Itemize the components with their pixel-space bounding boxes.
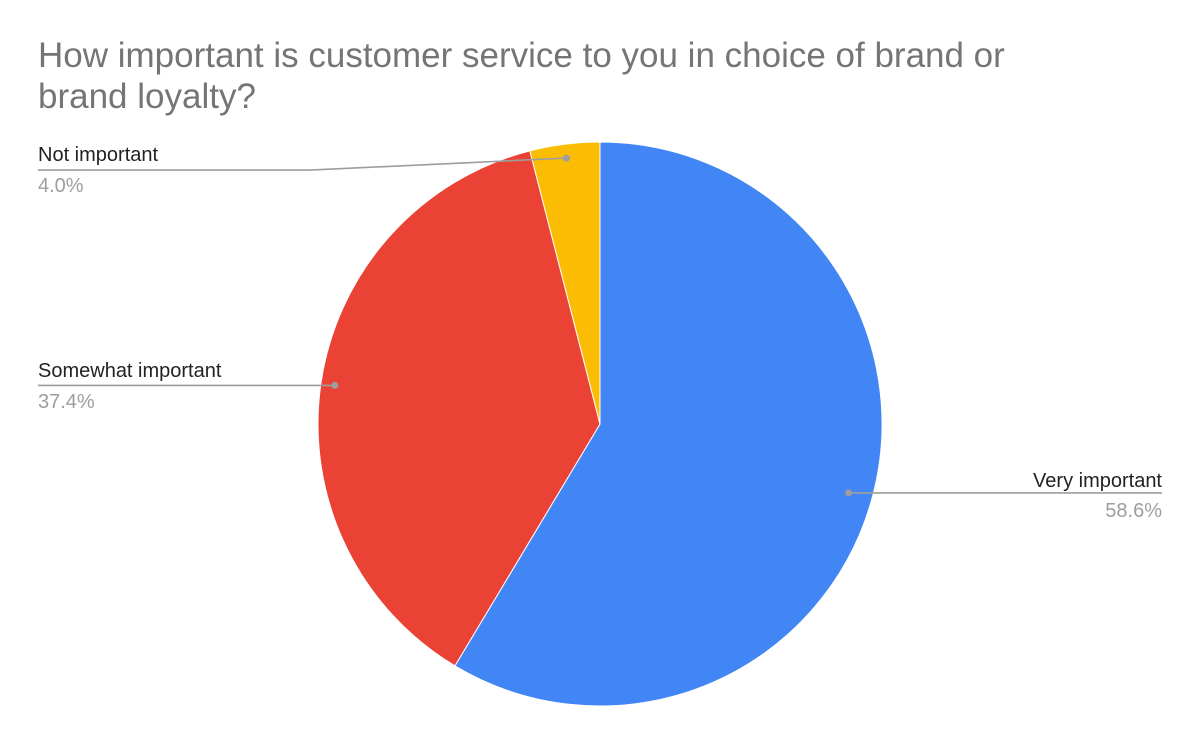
leader-dot-not-important — [562, 154, 570, 162]
chart-title-line-1: How important is customer service to you… — [38, 36, 1005, 75]
slice-percent-somewhat-important: 37.4% — [38, 391, 95, 413]
slice-percent-very-important: 58.6% — [1105, 500, 1162, 522]
slice-label-not-important: Not important — [38, 144, 158, 166]
slice-label-somewhat-important: Somewhat important — [38, 360, 222, 382]
chart-title-line-2: brand loyalty? — [38, 77, 256, 116]
pie-slice-somewhat-important — [317, 150, 601, 667]
pie-slice-not-important — [529, 141, 601, 425]
leader-line-not-important — [38, 157, 567, 171]
pie-slices — [317, 141, 883, 707]
slice-label-very-important: Very important — [1033, 470, 1162, 492]
leader-dot-very-important — [845, 489, 853, 497]
leader-dot-somewhat-important — [331, 381, 339, 389]
pie-slice-very-important — [454, 141, 883, 707]
leader-lines — [38, 154, 1162, 497]
slice-percent-not-important: 4.0% — [38, 175, 84, 197]
